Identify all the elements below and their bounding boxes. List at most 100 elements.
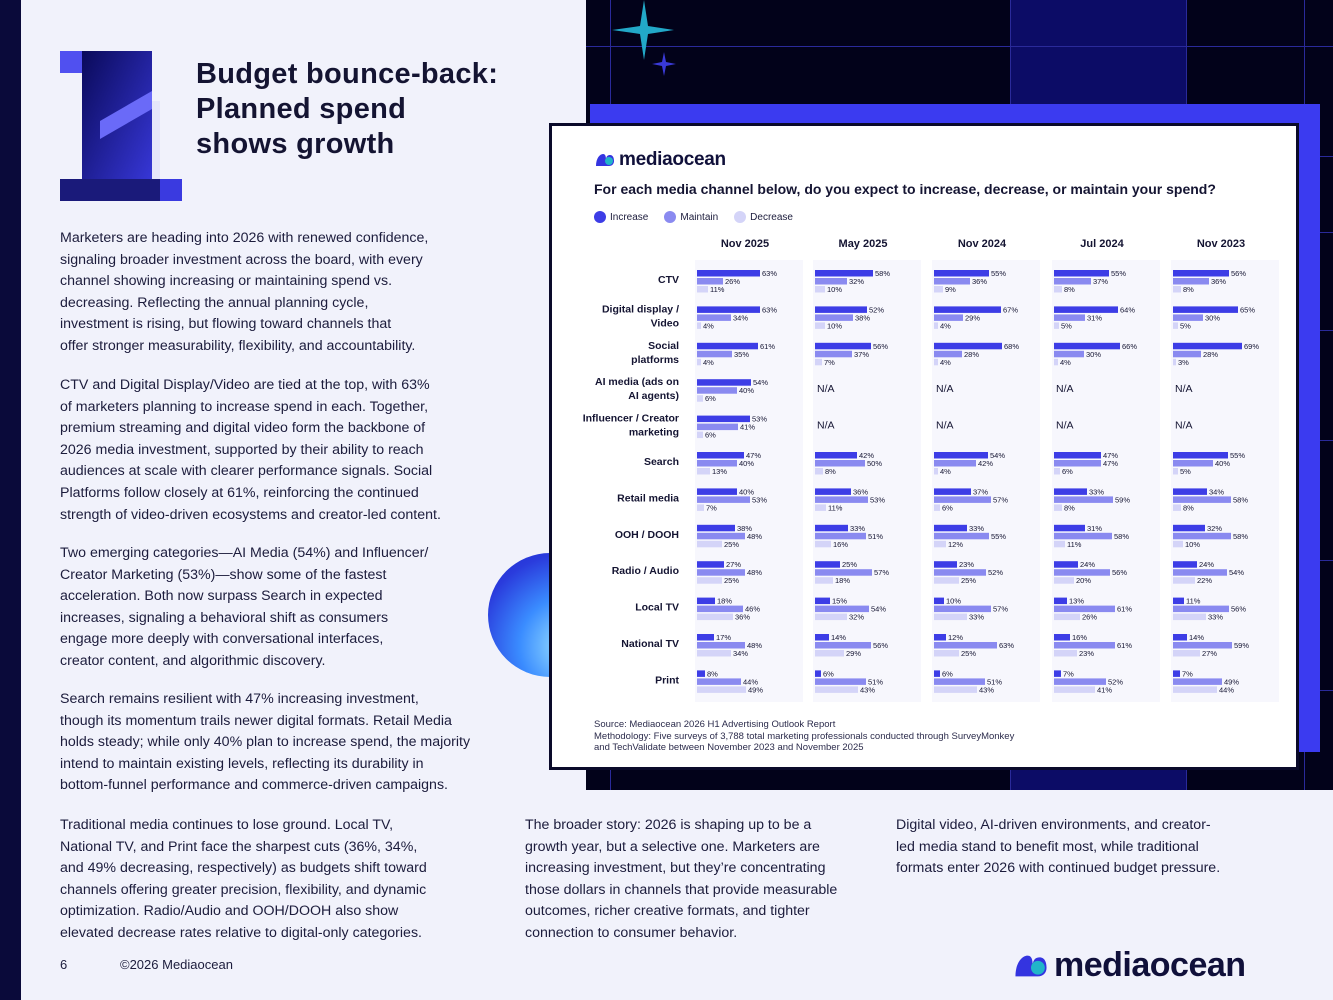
bar-maintain [815,678,866,685]
bar-data-label: 40% [739,487,754,496]
paragraph-line: strength of video-driven ecosystems and … [60,506,441,523]
bar-increase [1173,524,1205,532]
bar-maintain [815,278,847,285]
footer-brand-logo: mediaocean [1012,946,1246,985]
bar-data-label: 41% [740,423,755,432]
bar-data-label: 43% [860,685,875,694]
bar-increase [1054,488,1087,495]
bar-decrease [1054,358,1058,366]
bar-decrease [815,468,823,475]
bar-decrease [1054,650,1077,657]
bar-decrease [1173,577,1195,584]
bar-increase [934,342,1002,350]
bar-data-label: 23% [1079,649,1094,658]
bar-data-label: 54% [1229,568,1244,577]
bar-increase [1173,488,1207,495]
bar-decrease [697,395,703,402]
bar-increase [815,306,867,313]
bar-decrease [934,286,943,293]
legend-label: Decrease [750,211,793,223]
bar-data-label: 61% [1117,641,1132,650]
bar-decrease [697,431,703,439]
bar-data-label: 6% [1062,467,1073,476]
bar-increase [815,597,830,605]
bar-data-label: 12% [948,633,963,642]
bar-data-label: 48% [747,532,762,541]
bar-data-label: 52% [1108,677,1123,686]
bar-data-label: 27% [1202,649,1217,658]
paragraph-line: creator content, and algorithmic discove… [60,652,326,669]
bar-data-label: 63% [762,269,777,278]
panel-header: Jul 2024 [1080,238,1124,250]
bar-data-label: 8% [1183,285,1194,294]
bar-data-label: 30% [1205,313,1220,322]
bar-maintain [1054,278,1091,285]
bar-increase [815,670,821,677]
bar-maintain [934,314,963,321]
bar-data-label: 44% [743,677,758,686]
bar-data-label: 27% [726,560,741,569]
bar-maintain [1054,678,1106,685]
bar-data-label: 58% [1233,532,1248,541]
bar-data-label: 18% [835,576,850,585]
category-label: National TV [621,638,679,650]
bar-data-label: 49% [748,685,763,694]
bar-decrease [697,686,746,693]
bar-data-label: 6% [823,669,834,678]
bar-maintain [1173,678,1222,685]
bar-data-label: 11% [1067,540,1082,549]
bar-maintain [815,605,869,613]
bar-decrease [697,540,722,548]
legend-label: Increase [610,211,649,223]
bar-increase [697,452,744,459]
bar-data-label: 5% [1180,321,1191,330]
bar-data-label: 54% [990,451,1005,460]
bar-data-label: 28% [1203,350,1218,359]
source-line: and TechValidate between November 2023 a… [594,742,864,753]
bar-increase [697,270,760,277]
title-line: Budget bounce-back: [196,58,499,90]
bar-increase [815,488,851,495]
bar-data-label: 40% [1215,459,1230,468]
bar-maintain [697,460,737,467]
bar-decrease [697,504,704,511]
paragraph-line: engage more deeply with conversational i… [60,631,384,648]
title-line: Planned spend [196,93,407,125]
bar-data-label: 35% [734,350,749,359]
paragraph-line: 2026 media investment, supported by thei… [60,441,424,458]
bar-data-label: 47% [1103,451,1118,460]
paragraph-line: channels offering greater precision, fle… [60,881,427,898]
bar-increase [815,634,829,641]
mediaocean-logo-icon [596,154,614,166]
bar-data-label: 30% [1086,350,1101,359]
bar-data-label: 26% [1082,613,1097,622]
paragraph-line: investment is rising, but flowing toward… [60,316,392,333]
na-label: N/A [936,420,954,432]
bar-increase [697,561,724,568]
bar-increase [815,524,848,532]
bar-data-label: 32% [849,277,864,286]
bar-increase [934,488,971,495]
bar-decrease [1054,577,1074,584]
bar-data-label: 4% [703,358,714,367]
bar-data-label: 36% [972,277,987,286]
body-paragraph: Digital video, AI-driven environments, a… [896,815,1220,880]
panel-background [1171,260,1279,702]
bar-increase [1173,452,1228,459]
paragraph-line: audiences at scale with clearer performa… [60,463,433,480]
increase-swatch [594,211,606,223]
big-number-one-graphic [60,51,182,201]
bar-maintain [815,350,852,358]
chart-source-note: Source: Mediaocean 2026 H1 Advertising O… [594,719,1014,754]
bar-data-label: 59% [1234,641,1249,650]
na-label: N/A [1175,420,1193,432]
bar-maintain [697,350,732,358]
body-paragraph: CTV and Digital Display/Video are tied a… [60,375,441,526]
bar-increase [934,524,967,532]
bar-increase [1054,342,1120,350]
bar-decrease [1173,686,1217,693]
bar-data-label: 5% [1061,321,1072,330]
category-label: Influencer / Creator [583,413,679,425]
bar-decrease [1054,322,1059,329]
bar-increase [697,342,758,350]
